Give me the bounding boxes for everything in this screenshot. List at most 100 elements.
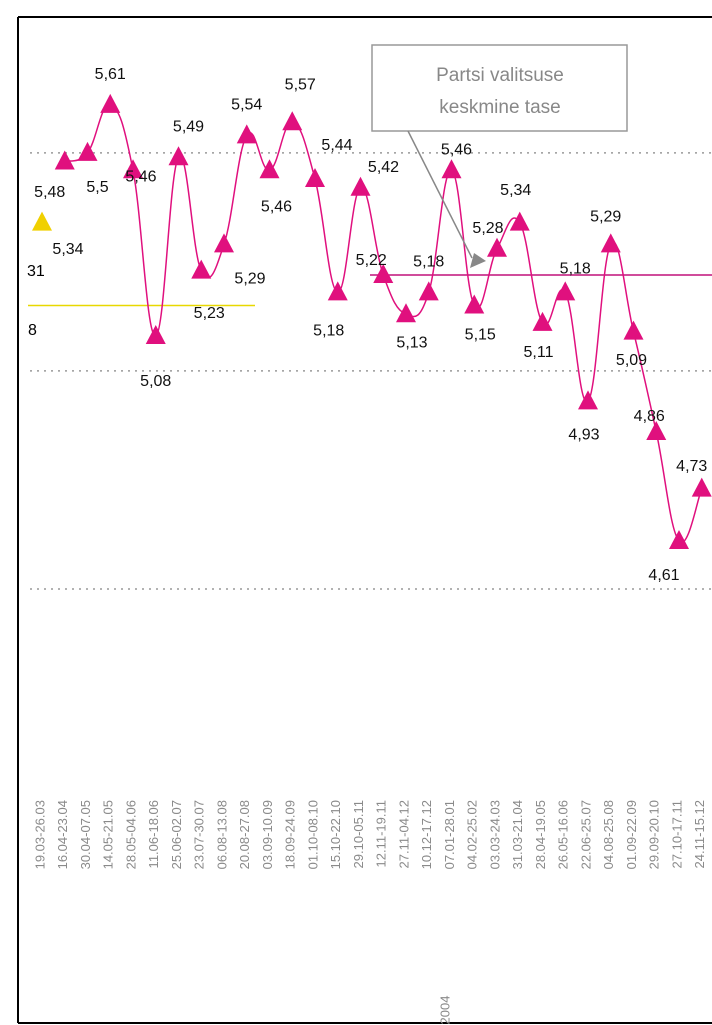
x-tick-label: 26.05-16.06 [556, 800, 571, 869]
data-point [282, 111, 303, 131]
x-tick-label: 28.05-04.06 [123, 800, 138, 869]
value-label: 4,61 [648, 567, 679, 584]
data-point [441, 159, 462, 179]
x-tick-label: 04.08-25.08 [601, 800, 616, 869]
value-label: 5,18 [413, 254, 444, 271]
data-point [623, 320, 644, 340]
annotation-box [371, 44, 628, 132]
value-label: 5,22 [356, 252, 387, 269]
x-tick-label: 01.09-22.09 [624, 800, 639, 869]
data-point [32, 211, 52, 231]
x-tick-label: 19.03-26.03 [32, 800, 47, 869]
plot-area: 19.03-26.03 16.04-23.04 30.04-07.05 14.05-2… [28, 66, 712, 869]
partial-label: 31 [27, 263, 45, 280]
annotation-arrow [407, 130, 473, 259]
data-point [168, 146, 189, 166]
value-label: 5,61 [95, 66, 126, 83]
data-point [487, 237, 507, 257]
value-label: 5,28 [472, 220, 503, 237]
data-point [418, 281, 439, 301]
x-tick-label: 31.03-21.04 [510, 800, 525, 869]
value-label: 5,34 [500, 182, 531, 199]
x-tick-label: 27.10-17.11 [669, 800, 684, 868]
x-tick-label: 12.11-19.11 [374, 800, 389, 867]
data-point [305, 168, 325, 187]
value-label: 5,13 [396, 334, 427, 351]
x-tick-label: 27.11-04.12 [396, 800, 411, 868]
data-point [145, 325, 166, 344]
x-tick-label: 22.06-25.07 [578, 800, 593, 869]
value-label: 5,5 [86, 179, 108, 196]
data-point [327, 281, 348, 301]
data-point [669, 529, 689, 549]
value-label: 5,42 [368, 159, 399, 176]
value-label: 4,73 [676, 458, 707, 475]
x-tick-label: 25.06-02.07 [169, 800, 184, 869]
value-label: 4,86 [634, 408, 665, 425]
value-label: 5,18 [560, 261, 591, 278]
x-tick-label: 07.01-28.01 [442, 800, 457, 869]
value-label: 5,34 [52, 241, 83, 258]
x-tick-label: 30.04-07.05 [78, 800, 93, 869]
data-point [123, 159, 143, 179]
data-point [691, 477, 712, 497]
x-tick-label: 04.02-25.02 [465, 800, 480, 869]
value-label: 5,08 [140, 373, 171, 390]
x-tick-label: 06.08-13.08 [214, 800, 229, 869]
data-point [54, 150, 75, 170]
x-tick-label: 10.12-17.12 [419, 800, 434, 869]
x-group-label: 2004 [437, 996, 452, 1025]
x-tick-label: 18.09-24.09 [283, 800, 298, 869]
value-label: 5,46 [441, 141, 472, 158]
data-point [532, 311, 553, 331]
data-point [464, 294, 485, 314]
x-tick-label: 29.09-20.10 [647, 800, 662, 869]
value-label: 5,09 [616, 352, 647, 369]
data-point [646, 420, 667, 440]
value-label: 5,46 [125, 168, 156, 185]
data-point [373, 263, 394, 283]
value-label: 5,46 [261, 198, 292, 215]
data-point [77, 141, 98, 161]
data-point [259, 159, 280, 179]
value-label: 5,49 [173, 118, 204, 135]
value-label: 5,23 [194, 305, 225, 322]
data-point [396, 303, 416, 323]
value-label: 5,11 [524, 344, 554, 361]
data-point [236, 124, 257, 144]
x-tick-label: 16.04-23.04 [55, 800, 70, 869]
value-label: 5,57 [285, 77, 316, 94]
x-tick-label: 23.07-30.07 [192, 800, 207, 869]
x-tick-label: 28.04-19.05 [533, 800, 548, 869]
value-label: 5,29 [590, 209, 621, 226]
x-tick-label: 03.09-10.09 [260, 800, 275, 869]
annotation-arrowhead [470, 253, 486, 268]
data-point [578, 390, 598, 410]
x-tick-label: 03.03-24.03 [487, 800, 502, 869]
value-label: 5,44 [321, 137, 352, 154]
data-point [509, 211, 530, 231]
data-point [350, 176, 371, 196]
annotation-text: Partsi valitsuse [436, 65, 564, 86]
x-tick-label: 15.10-22.10 [328, 800, 343, 869]
data-point [600, 233, 621, 253]
x-tick-label: 20.08-27.08 [237, 800, 252, 869]
x-tick-label: 01.10-08.10 [305, 800, 320, 869]
value-label: 4,93 [568, 427, 599, 444]
value-label: 5,48 [34, 184, 65, 201]
data-point [555, 281, 576, 301]
value-label: 5,15 [465, 327, 496, 344]
value-label: 5,54 [231, 97, 262, 114]
partial-label: 8 [28, 322, 37, 339]
data-point [100, 93, 121, 113]
value-label: 5,29 [234, 271, 265, 288]
x-tick-label: 11.06-18.06 [146, 800, 161, 868]
data-point [214, 233, 234, 253]
x-tick-label: 24.11-15.12 [692, 800, 707, 868]
x-tick-label: 14.05-21.05 [101, 800, 116, 869]
data-point [191, 259, 212, 279]
x-tick-label: 29.10-05.11 [351, 800, 366, 868]
annotation-text: keskmine tase [439, 97, 560, 118]
value-label: 5,18 [313, 323, 344, 340]
